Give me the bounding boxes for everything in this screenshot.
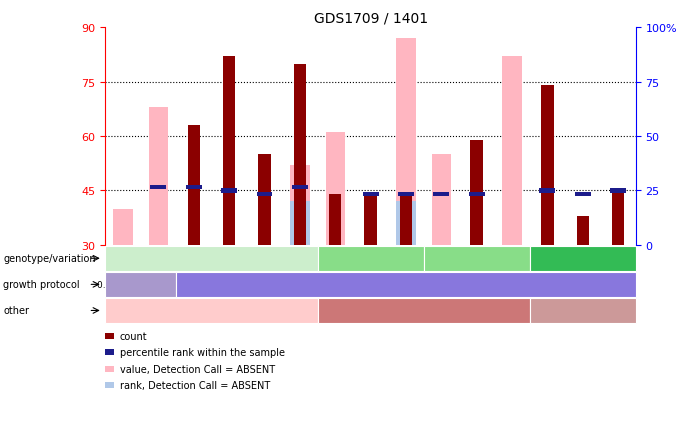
Bar: [400, 194, 412, 245]
Bar: [258, 155, 271, 245]
Text: percentile rank within the sample: percentile rank within the sample: [120, 348, 285, 357]
Bar: [256, 192, 273, 197]
Text: low PpsR activity: low PpsR activity: [544, 306, 622, 315]
Bar: [575, 192, 591, 197]
Title: GDS1709 / 1401: GDS1709 / 1401: [313, 12, 428, 26]
Bar: [294, 64, 306, 245]
Bar: [577, 216, 589, 245]
Bar: [610, 189, 626, 193]
Bar: [223, 57, 235, 245]
Text: 20 percent oxygen: 20 percent oxygen: [363, 280, 449, 289]
Bar: [612, 191, 624, 245]
Text: ppsR mutant: ppsR mutant: [554, 254, 612, 263]
Bar: [188, 126, 200, 245]
Text: high PpsR activity: high PpsR activity: [383, 306, 464, 315]
Bar: [364, 194, 377, 245]
Bar: [396, 202, 415, 245]
Bar: [186, 185, 202, 190]
Text: wildtype: wildtype: [192, 254, 231, 263]
Text: growth protocol: growth protocol: [3, 280, 80, 289]
Bar: [290, 166, 309, 245]
Bar: [292, 185, 308, 190]
Text: count: count: [120, 331, 148, 341]
Bar: [149, 108, 168, 245]
Bar: [503, 57, 522, 245]
Text: App11 mutant: App11 mutant: [338, 254, 403, 263]
Text: other: other: [3, 306, 29, 316]
Bar: [432, 155, 451, 245]
Bar: [539, 189, 556, 193]
Bar: [290, 202, 309, 245]
Bar: [471, 140, 483, 245]
Text: rank, Detection Call = ABSENT: rank, Detection Call = ABSENT: [120, 381, 270, 390]
Bar: [396, 39, 415, 245]
Bar: [541, 86, 554, 245]
Text: ppsR extra copy: ppsR extra copy: [440, 254, 513, 263]
Text: value, Detection Call = ABSENT: value, Detection Call = ABSENT: [120, 364, 275, 374]
Bar: [114, 209, 133, 245]
Bar: [329, 194, 341, 245]
Bar: [221, 189, 237, 193]
Text: normal PpsR activity: normal PpsR activity: [165, 306, 258, 315]
Bar: [362, 192, 379, 197]
Bar: [398, 192, 414, 197]
Bar: [433, 192, 449, 197]
Bar: [150, 185, 167, 190]
Bar: [469, 192, 485, 197]
Bar: [326, 133, 345, 245]
Text: genotype/variation: genotype/variation: [3, 254, 96, 263]
Text: 0.5 percent oxygen: 0.5 percent oxygen: [97, 280, 185, 289]
